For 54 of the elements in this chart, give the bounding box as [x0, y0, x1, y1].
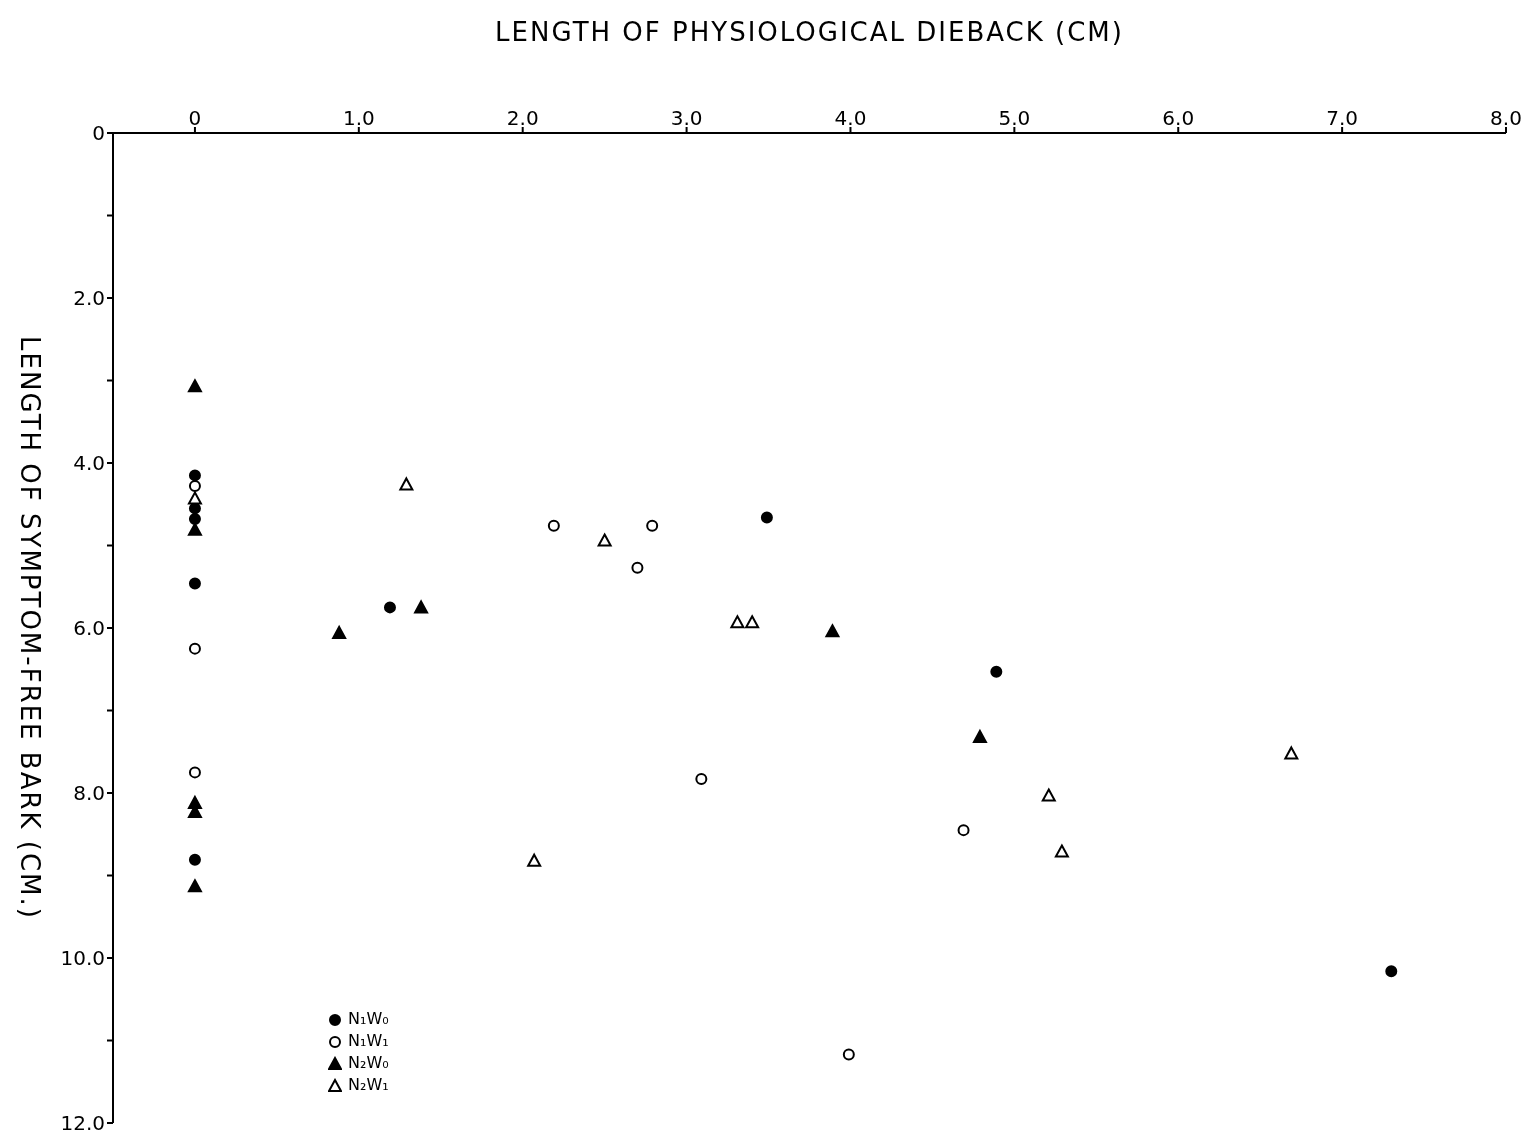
y-tick-label: 4.0 — [73, 451, 105, 476]
point — [188, 766, 201, 779]
point — [414, 600, 429, 614]
legend-label: N₁W₁ — [348, 1030, 389, 1052]
legend-label: N₂W₁ — [348, 1074, 389, 1096]
point — [187, 879, 202, 893]
point — [527, 853, 542, 867]
point — [332, 625, 347, 639]
point — [1041, 788, 1056, 802]
x-tick-label: 1.0 — [342, 106, 375, 130]
point — [745, 615, 760, 629]
point — [547, 519, 560, 532]
point — [990, 665, 1003, 678]
point — [188, 642, 201, 655]
point — [631, 561, 644, 574]
point — [188, 853, 201, 866]
y-tick-label: 2.0 — [73, 286, 105, 311]
x-tick-label: 0 — [188, 106, 202, 130]
point — [597, 533, 612, 547]
point — [842, 1048, 855, 1061]
y-tick-label: 10.0 — [60, 946, 105, 971]
point — [188, 480, 201, 493]
x-tick-label: 8.0 — [1490, 106, 1522, 130]
point — [187, 522, 202, 536]
y-tick-label: 6.0 — [73, 616, 105, 641]
point — [825, 624, 840, 638]
y-tick-label: 12.0 — [60, 1111, 105, 1136]
point — [383, 601, 396, 614]
x-tick-label: 2.0 — [506, 106, 539, 130]
point — [972, 729, 987, 743]
point — [730, 615, 745, 629]
legend-label: N₁W₀ — [348, 1008, 389, 1030]
point — [760, 511, 773, 524]
x-tick-label: 3.0 — [670, 106, 703, 130]
point — [188, 469, 201, 482]
point — [646, 519, 659, 532]
x-tick-label: 5.0 — [998, 106, 1031, 130]
point — [187, 491, 202, 505]
y-axis-title: LENGTH OF SYMPTOM-FREE BARK (CM.) — [14, 336, 45, 920]
point — [188, 513, 201, 526]
point — [695, 772, 708, 785]
x-tick-label: 6.0 — [1162, 106, 1195, 130]
point — [399, 477, 414, 491]
x-tick-label: 4.0 — [834, 106, 867, 130]
point — [1054, 844, 1069, 858]
legend-label: N₂W₀ — [348, 1052, 389, 1074]
point — [1385, 965, 1398, 978]
x-axis-title: LENGTH OF PHYSIOLOGICAL DIEBACK (CM) — [495, 17, 1124, 48]
point — [1284, 746, 1299, 760]
x-tick-label: 7.0 — [1326, 106, 1359, 130]
point — [187, 379, 202, 393]
point — [957, 824, 970, 837]
point — [188, 577, 201, 590]
y-tick-label: 8.0 — [73, 781, 105, 806]
